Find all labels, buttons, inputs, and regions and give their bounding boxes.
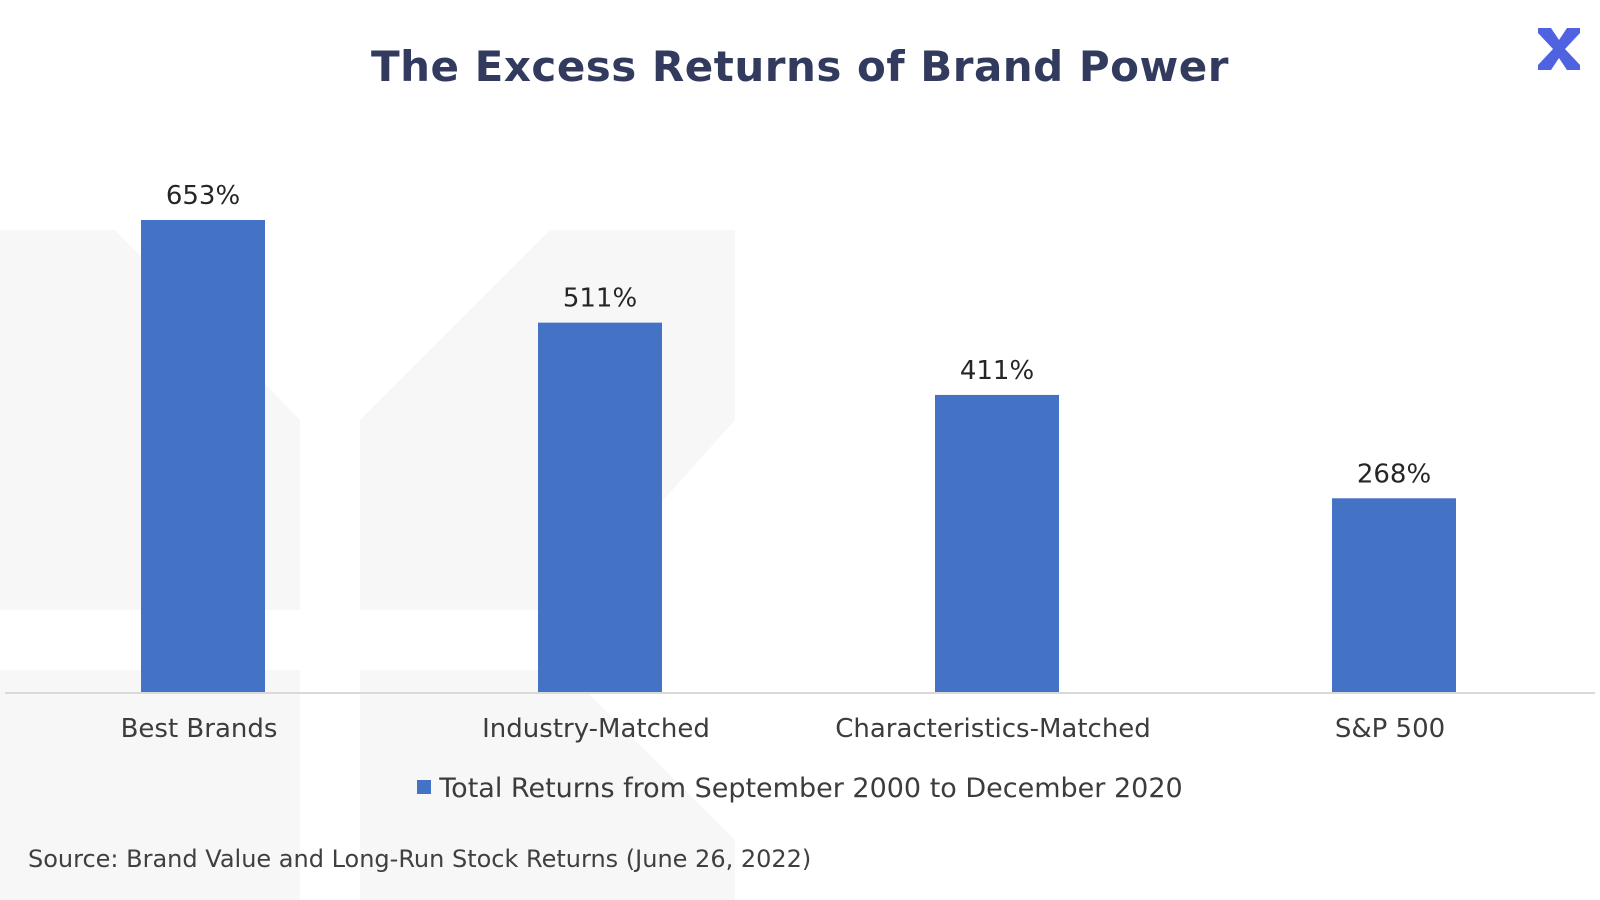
data-label-0: 653% bbox=[166, 181, 240, 211]
category-label-0: Best Brands bbox=[121, 714, 278, 744]
legend-label: Total Returns from September 2000 to Dec… bbox=[439, 773, 1183, 804]
chart-title: The Excess Returns of Brand Power bbox=[370, 42, 1230, 91]
legend: Total Returns from September 2000 to Dec… bbox=[0, 773, 1600, 804]
data-label-1: 511% bbox=[563, 284, 637, 314]
legend-swatch bbox=[417, 779, 432, 794]
data-label-3: 268% bbox=[1357, 459, 1431, 489]
category-label-2: Characteristics-Matched bbox=[835, 714, 1151, 744]
x-logo-icon bbox=[1538, 28, 1580, 70]
bar-0 bbox=[141, 220, 265, 692]
bar-2 bbox=[935, 394, 1059, 692]
bar-1 bbox=[538, 322, 662, 692]
category-label-3: S&P 500 bbox=[1335, 714, 1445, 744]
bar-3 bbox=[1332, 498, 1456, 692]
data-label-2: 411% bbox=[960, 356, 1034, 386]
source-note: Source: Brand Value and Long-Run Stock R… bbox=[28, 845, 812, 873]
category-label-1: Industry-Matched bbox=[482, 714, 710, 744]
